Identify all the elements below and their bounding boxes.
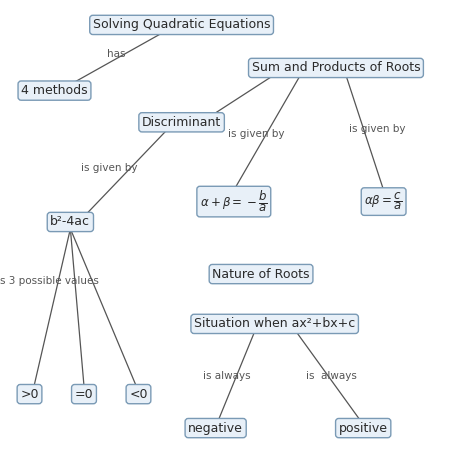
Text: Nature of Roots: Nature of Roots	[212, 268, 310, 280]
Text: Discriminant: Discriminant	[142, 116, 221, 129]
Text: positive: positive	[339, 422, 388, 434]
Text: $\alpha+\beta=-\dfrac{b}{a}$: $\alpha+\beta=-\dfrac{b}{a}$	[200, 189, 268, 214]
Text: is always: is always	[203, 371, 251, 381]
Text: >0: >0	[20, 388, 39, 400]
Text: 4 methods: 4 methods	[21, 84, 88, 97]
Text: Solving Quadratic Equations: Solving Quadratic Equations	[93, 19, 270, 31]
Text: is given by: is given by	[81, 163, 137, 173]
Text: b²-4ac: b²-4ac	[50, 216, 90, 228]
Text: is  always: is always	[306, 371, 357, 381]
Text: =0: =0	[74, 388, 94, 400]
Text: negative: negative	[188, 422, 243, 434]
Text: is given by: is given by	[349, 124, 405, 134]
Text: has 3 possible values: has 3 possible values	[0, 276, 99, 286]
Text: <0: <0	[129, 388, 148, 400]
Text: Sum and Products of Roots: Sum and Products of Roots	[252, 62, 420, 74]
Text: Situation when ax²+bx+c: Situation when ax²+bx+c	[194, 318, 355, 330]
Text: is given by: is given by	[228, 129, 285, 139]
Text: $\alpha\beta=\dfrac{c}{a}$: $\alpha\beta=\dfrac{c}{a}$	[364, 191, 403, 212]
Text: has: has	[107, 49, 125, 59]
